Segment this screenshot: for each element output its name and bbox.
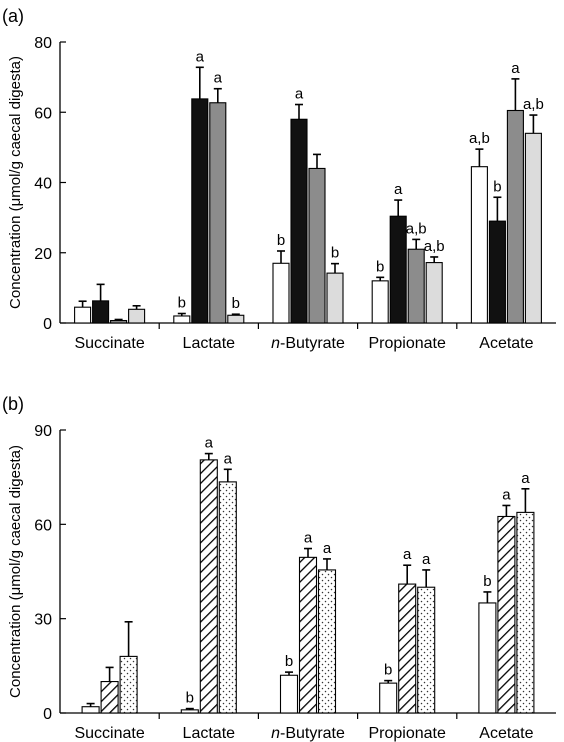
data-label: b bbox=[178, 295, 186, 312]
x-tick-label: Propionate bbox=[369, 725, 446, 742]
x-tick-label: Lactate bbox=[183, 335, 236, 352]
bar bbox=[279, 674, 299, 714]
data-label: b bbox=[331, 245, 339, 262]
y-tick-label: 20 bbox=[34, 246, 52, 263]
bar bbox=[119, 655, 138, 714]
bar bbox=[488, 220, 506, 324]
x-tick-label: Succinate bbox=[74, 335, 144, 352]
bar bbox=[506, 109, 524, 324]
bar bbox=[417, 586, 436, 714]
bar bbox=[74, 306, 92, 324]
data-label: a bbox=[196, 48, 205, 65]
x-tick-label: Lactate bbox=[183, 725, 236, 742]
bar bbox=[209, 102, 227, 324]
data-label: b bbox=[285, 653, 293, 670]
bar bbox=[272, 262, 290, 324]
data-label: b bbox=[384, 662, 392, 679]
y-axis-label: Concentration (μmol/g caecal digesta) bbox=[7, 56, 24, 309]
data-label: b bbox=[376, 258, 384, 275]
y-tick-label: 60 bbox=[34, 105, 52, 122]
data-label: b bbox=[493, 178, 501, 195]
bar bbox=[470, 166, 488, 324]
bar bbox=[191, 98, 209, 324]
data-label: a bbox=[403, 546, 412, 563]
data-label: b bbox=[186, 690, 194, 707]
bar bbox=[326, 272, 344, 324]
data-label: b bbox=[232, 295, 240, 312]
bar bbox=[389, 215, 407, 324]
bar bbox=[308, 167, 326, 324]
data-label: a bbox=[295, 86, 304, 103]
data-label: a bbox=[422, 551, 431, 568]
chart-panel-b: (b) Concentration (μmol/g caecal digesta)… bbox=[2, 394, 556, 742]
data-label: a bbox=[205, 435, 214, 452]
data-label: b bbox=[483, 573, 491, 590]
panel-label: (a) bbox=[2, 6, 24, 26]
bar bbox=[227, 314, 245, 324]
data-label: a bbox=[521, 470, 530, 487]
panel-label: (b) bbox=[2, 394, 24, 414]
y-axis-label: Concentration (μmol/g caecal digesta) bbox=[7, 445, 24, 698]
bar bbox=[180, 709, 199, 714]
y-tick-label: 0 bbox=[43, 706, 52, 723]
data-label: a bbox=[224, 450, 233, 467]
bar bbox=[81, 706, 100, 714]
bar bbox=[398, 583, 417, 714]
data-label: a,b bbox=[523, 96, 544, 113]
data-label: a bbox=[394, 181, 403, 198]
data-label: a bbox=[304, 530, 313, 547]
bar bbox=[128, 308, 146, 324]
data-label: a bbox=[502, 486, 511, 503]
x-tick-label: Acetate bbox=[479, 725, 533, 742]
bar bbox=[516, 511, 535, 714]
bar bbox=[100, 681, 119, 714]
y-tick-label: 90 bbox=[34, 423, 52, 440]
chart-panel-a: (a) Concentration (μmol/g caecal digesta)… bbox=[2, 6, 556, 352]
data-label: a bbox=[323, 540, 332, 557]
y-tick-label: 60 bbox=[34, 517, 52, 534]
data-label: a,b bbox=[406, 220, 427, 237]
x-tick-label: n-Butyrate bbox=[271, 335, 345, 352]
bar bbox=[110, 319, 128, 324]
data-label: a bbox=[214, 70, 223, 87]
x-tick-label: Propionate bbox=[369, 335, 446, 352]
data-label: a bbox=[511, 60, 520, 77]
bar bbox=[199, 459, 218, 714]
bar bbox=[218, 481, 237, 714]
y-tick-label: 30 bbox=[34, 612, 52, 629]
data-label: a,b bbox=[424, 238, 445, 255]
y-tick-label: 80 bbox=[34, 35, 52, 52]
bar bbox=[371, 280, 389, 324]
y-tick-label: 0 bbox=[43, 316, 52, 333]
bar bbox=[92, 300, 110, 324]
bar bbox=[478, 602, 497, 714]
data-label: b bbox=[277, 232, 285, 249]
bar bbox=[425, 262, 443, 324]
bar bbox=[379, 682, 398, 714]
x-tick-label: Acetate bbox=[479, 335, 533, 352]
x-tick-label: Succinate bbox=[74, 725, 144, 742]
bar bbox=[173, 315, 191, 324]
bar bbox=[497, 515, 516, 714]
y-tick-label: 40 bbox=[34, 176, 52, 193]
data-label: a,b bbox=[469, 130, 490, 147]
bar bbox=[407, 248, 425, 324]
x-tick-label: n-Butyrate bbox=[271, 725, 345, 742]
bar bbox=[524, 132, 542, 324]
bar bbox=[290, 118, 308, 324]
bar bbox=[298, 556, 318, 714]
bar bbox=[317, 569, 337, 714]
